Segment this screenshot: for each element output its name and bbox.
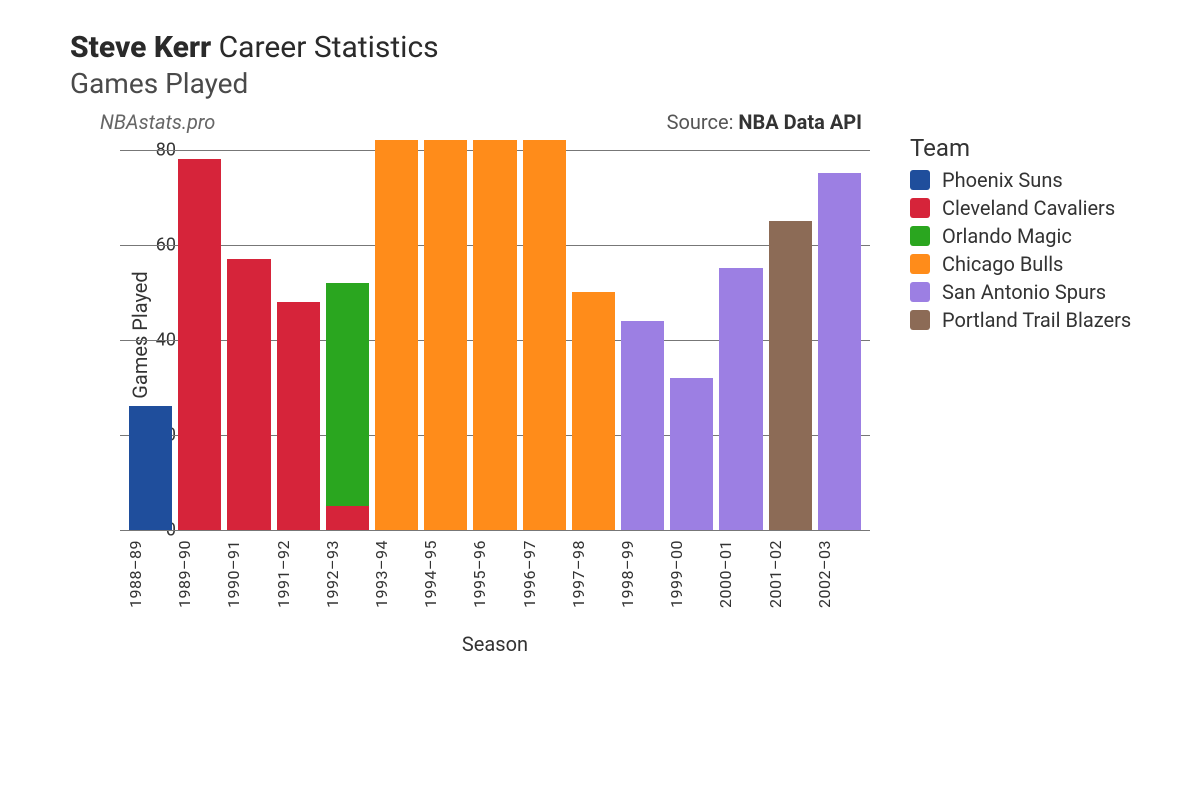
- site-watermark: NBAstats.pro: [100, 110, 215, 134]
- x-tick-label: 1996–97: [520, 536, 569, 612]
- plot-annotations: NBAstats.pro Source: NBA Data API: [60, 106, 870, 140]
- bar-segment-sanantonio: [670, 378, 713, 530]
- legend-item-cleveland: Cleveland Cavaliers: [910, 196, 1131, 220]
- bar-slot: [815, 140, 864, 530]
- bar-segment-chicago: [572, 292, 615, 530]
- bar-segment-cleveland: [326, 506, 369, 530]
- bar-slot: [372, 140, 421, 530]
- legend-swatch-icon: [910, 282, 930, 302]
- x-tick-label: 2000–01: [716, 536, 765, 612]
- bar-slot: [126, 140, 175, 530]
- bar-slot: [224, 140, 273, 530]
- bar-slot: [618, 140, 667, 530]
- legend-title: Team: [910, 134, 1131, 162]
- legend-label: Chicago Bulls: [942, 252, 1063, 276]
- x-tick-label: 1992–93: [323, 536, 372, 612]
- source-attribution: Source: NBA Data API: [667, 110, 862, 134]
- chart-container: Steve Kerr Career Statistics Games Playe…: [0, 0, 1200, 800]
- bar-slot: [766, 140, 815, 530]
- legend-label: San Antonio Spurs: [942, 280, 1106, 304]
- legend-label: Cleveland Cavaliers: [942, 196, 1115, 220]
- bar-segment-sanantonio: [719, 268, 762, 530]
- bar-segment-sanantonio: [818, 173, 861, 530]
- legend-label: Orlando Magic: [942, 224, 1072, 248]
- legend-label: Portland Trail Blazers: [942, 308, 1131, 332]
- plot-area: Games Played 020406080: [120, 140, 870, 530]
- legend-swatch-icon: [910, 254, 930, 274]
- chart-title-name: Steve Kerr: [70, 30, 211, 65]
- legend-item-phoenix: Phoenix Suns: [910, 168, 1131, 192]
- legend-swatch-icon: [910, 198, 930, 218]
- bar-segment-orlando: [326, 283, 369, 507]
- bars-layer: [120, 140, 870, 530]
- bar-slot: [470, 140, 519, 530]
- x-axis-label: Season: [120, 632, 870, 656]
- x-tick-label: 2002–03: [815, 536, 864, 612]
- legend-swatch-icon: [910, 170, 930, 190]
- x-tick-label: 1999–00: [667, 536, 716, 612]
- source-name: NBA Data API: [738, 110, 862, 134]
- x-axis: 1988–891989–901990–911991–921992–931993–…: [120, 530, 870, 612]
- bar-segment-phoenix: [129, 406, 172, 530]
- bar-segment-cleveland: [227, 259, 270, 530]
- x-tick-label: 1988–89: [126, 536, 175, 612]
- bar-slot: [520, 140, 569, 530]
- bar-segment-portland: [769, 221, 812, 530]
- grid-line: [120, 530, 870, 531]
- x-tick-label: 1990–91: [224, 536, 273, 612]
- bar-slot: [175, 140, 224, 530]
- bar-slot: [323, 140, 372, 530]
- x-tick-label: 1989–90: [175, 536, 224, 612]
- x-tick-label: 1997–98: [569, 536, 618, 612]
- bar-slot: [569, 140, 618, 530]
- bar-segment-cleveland: [277, 302, 320, 530]
- source-prefix: Source:: [667, 110, 739, 134]
- bar-segment-chicago: [473, 140, 516, 530]
- chart-title-rest: Career Statistics: [211, 30, 438, 65]
- x-tick-label: 1993–94: [372, 536, 421, 612]
- bar-slot: [716, 140, 765, 530]
- bar-segment-chicago: [424, 140, 467, 530]
- bar-slot: [667, 140, 716, 530]
- legend: Team Phoenix Suns Cleveland Cavaliers Orla…: [910, 134, 1131, 336]
- legend-item-chicago: Chicago Bulls: [910, 252, 1131, 276]
- bar-slot: [421, 140, 470, 530]
- legend-item-portland: Portland Trail Blazers: [910, 308, 1131, 332]
- chart-title-block: Steve Kerr Career Statistics Games Playe…: [70, 30, 1160, 100]
- chart-title: Steve Kerr Career Statistics: [70, 30, 1160, 65]
- bar-segment-sanantonio: [621, 321, 664, 530]
- legend-item-orlando: Orlando Magic: [910, 224, 1131, 248]
- plot-row: NBAstats.pro Source: NBA Data API Games …: [60, 106, 1160, 656]
- x-tick-label: 1994–95: [421, 536, 470, 612]
- x-tick-label: 1991–92: [274, 536, 323, 612]
- plot-frame: NBAstats.pro Source: NBA Data API Games …: [60, 106, 870, 656]
- bar-slot: [274, 140, 323, 530]
- legend-label: Phoenix Suns: [942, 168, 1063, 192]
- x-tick-label: 1995–96: [470, 536, 519, 612]
- x-tick-label: 2001–02: [766, 536, 815, 612]
- legend-item-sanantonio: San Antonio Spurs: [910, 280, 1131, 304]
- legend-swatch-icon: [910, 226, 930, 246]
- legend-swatch-icon: [910, 310, 930, 330]
- chart-subtitle: Games Played: [70, 67, 1160, 100]
- bar-segment-chicago: [523, 140, 566, 530]
- x-tick-label: 1998–99: [618, 536, 667, 612]
- bar-segment-chicago: [375, 140, 418, 530]
- bar-segment-cleveland: [178, 159, 221, 530]
